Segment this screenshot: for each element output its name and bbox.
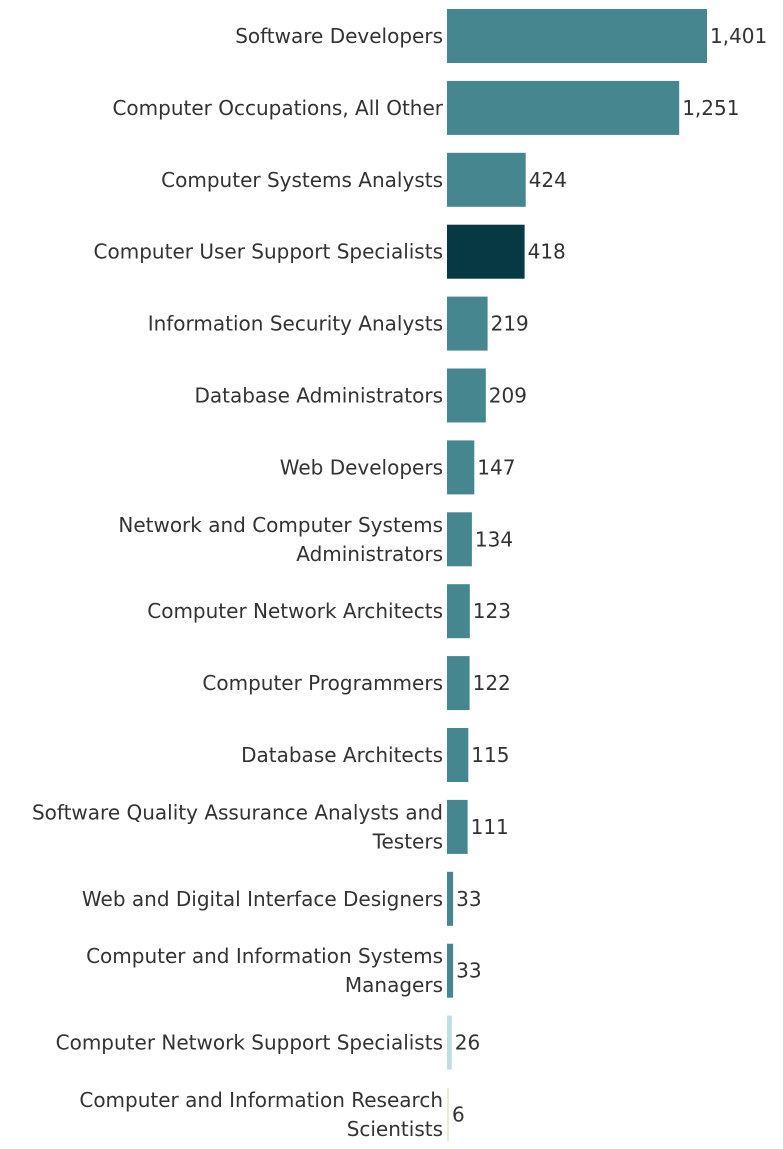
category-label: Web and Digital Interface Designers [82,887,443,911]
value-label: 115 [471,743,509,767]
value-label: 26 [455,1031,480,1055]
bar [447,9,707,63]
bar [447,1015,452,1070]
category-label: Computer Programmers [202,671,443,695]
bar [447,728,469,782]
category-label: Computer and Information Research [79,1088,443,1112]
value-label: 123 [473,599,511,623]
value-label: 6 [452,1103,465,1127]
value-label: 219 [491,312,529,336]
category-label: Computer and Information Systems [86,944,443,968]
value-label: 424 [529,168,567,192]
category-label: Database Administrators [194,384,443,408]
value-label: 418 [528,240,566,264]
value-label: 33 [456,959,481,983]
bar [447,368,486,423]
category-label: Managers [345,973,443,997]
category-label: Computer User Support Specialists [94,240,443,264]
category-label: Computer Network Architects [147,599,443,623]
category-label: Computer Systems Analysts [161,168,443,192]
category-label: Administrators [296,542,443,566]
category-label: Software Quality Assurance Analysts and [32,800,443,824]
bar [447,512,472,567]
bar [447,943,454,998]
bar [447,1087,449,1142]
category-label: Web Developers [280,455,443,479]
bar [447,224,525,279]
value-label: 134 [475,527,513,551]
category-label: Database Architects [241,743,443,767]
category-label: Scientists [347,1117,443,1141]
value-label: 33 [456,887,481,911]
value-label: 111 [471,815,509,839]
category-label: Software Developers [235,24,443,48]
category-label: Computer Occupations, All Other [112,96,443,120]
bar [447,871,454,926]
bar [447,584,470,639]
bar [447,656,470,711]
bar [447,799,468,854]
category-label: Testers [372,829,443,853]
category-label: Network and Computer Systems [118,513,443,537]
value-label: 147 [477,455,515,479]
value-label: 122 [473,671,511,695]
value-label: 1,251 [682,96,739,120]
category-label: Computer Network Support Specialists [56,1031,443,1055]
bar [447,440,475,495]
bar [447,152,526,207]
category-label: Information Security Analysts [148,312,443,336]
bar [447,80,680,135]
bar [447,296,488,351]
value-label: 209 [489,384,527,408]
value-label: 1,401 [710,24,767,48]
